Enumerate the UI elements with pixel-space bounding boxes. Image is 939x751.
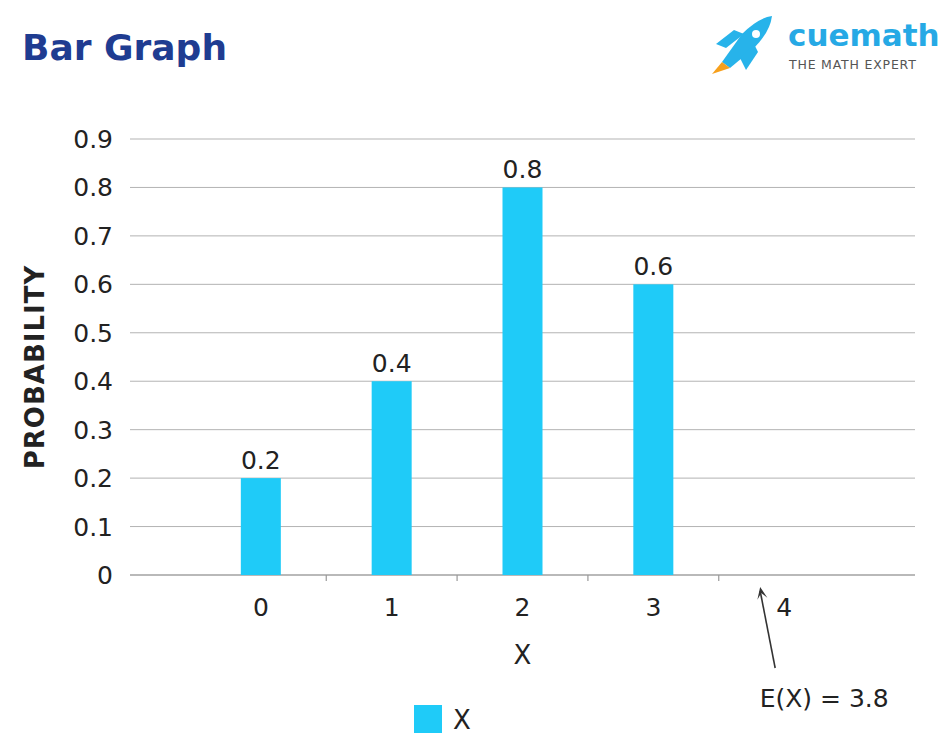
x-tick-mark [456,575,457,581]
grid-line [130,139,915,140]
y-tick-label: 0.7 [73,222,113,251]
y-tick-label: 0.3 [73,416,113,445]
bar [503,187,543,575]
logo-subtext: THE MATH EXPERT [788,57,917,72]
data-label: 0.6 [633,252,673,281]
data-label: 0.4 [372,349,412,378]
x-tick-label: 1 [384,593,400,622]
annotation: E(X) = 3.8 [760,684,889,713]
annotation-arrowhead [757,587,767,600]
title: Bar Graph [22,27,227,68]
x-axis-label: X [514,640,532,670]
y-tick-label: 0.6 [73,270,113,299]
bar [241,478,281,575]
legend: X [414,705,471,735]
legend-label: X [453,705,471,735]
logo-fin [716,30,744,48]
y-tick-label: 0.2 [73,464,113,493]
y-tick-label: 0.8 [73,173,113,202]
x-tick-mark [326,575,327,581]
x-tick-mark [718,575,719,581]
data-label: 0.8 [503,155,543,184]
y-tick-label: 0 [97,561,113,590]
y-tick-label: 0.1 [73,513,113,542]
x-tick-label: 0 [253,593,269,622]
x-tick-label: 4 [776,593,792,622]
bar [633,284,673,575]
logo-flame [712,62,730,74]
bars [241,187,674,575]
logo-fin [740,44,758,70]
y-tick-label: 0.4 [73,367,113,396]
x-tick-mark [587,575,588,581]
x-tick-label: 2 [515,593,531,622]
annotation-arrow [760,591,775,668]
logo-window [752,30,760,38]
logo: cuemath THE MATH EXPERT [712,16,939,74]
data-label: 0.2 [241,446,281,475]
chart: Bar Graph cuemath THE MATH EXPERT 0 0.1 0.2 0.… [0,0,939,751]
logo-text: cuemath [788,17,939,53]
y-tick-label: 0.9 [73,125,113,154]
bar [372,381,412,575]
y-tick-label: 0.5 [73,319,113,348]
x-tick-label: 3 [645,593,661,622]
legend-swatch [414,705,442,733]
grid [130,139,915,575]
y-axis-label: PROBABILITY [20,265,50,470]
